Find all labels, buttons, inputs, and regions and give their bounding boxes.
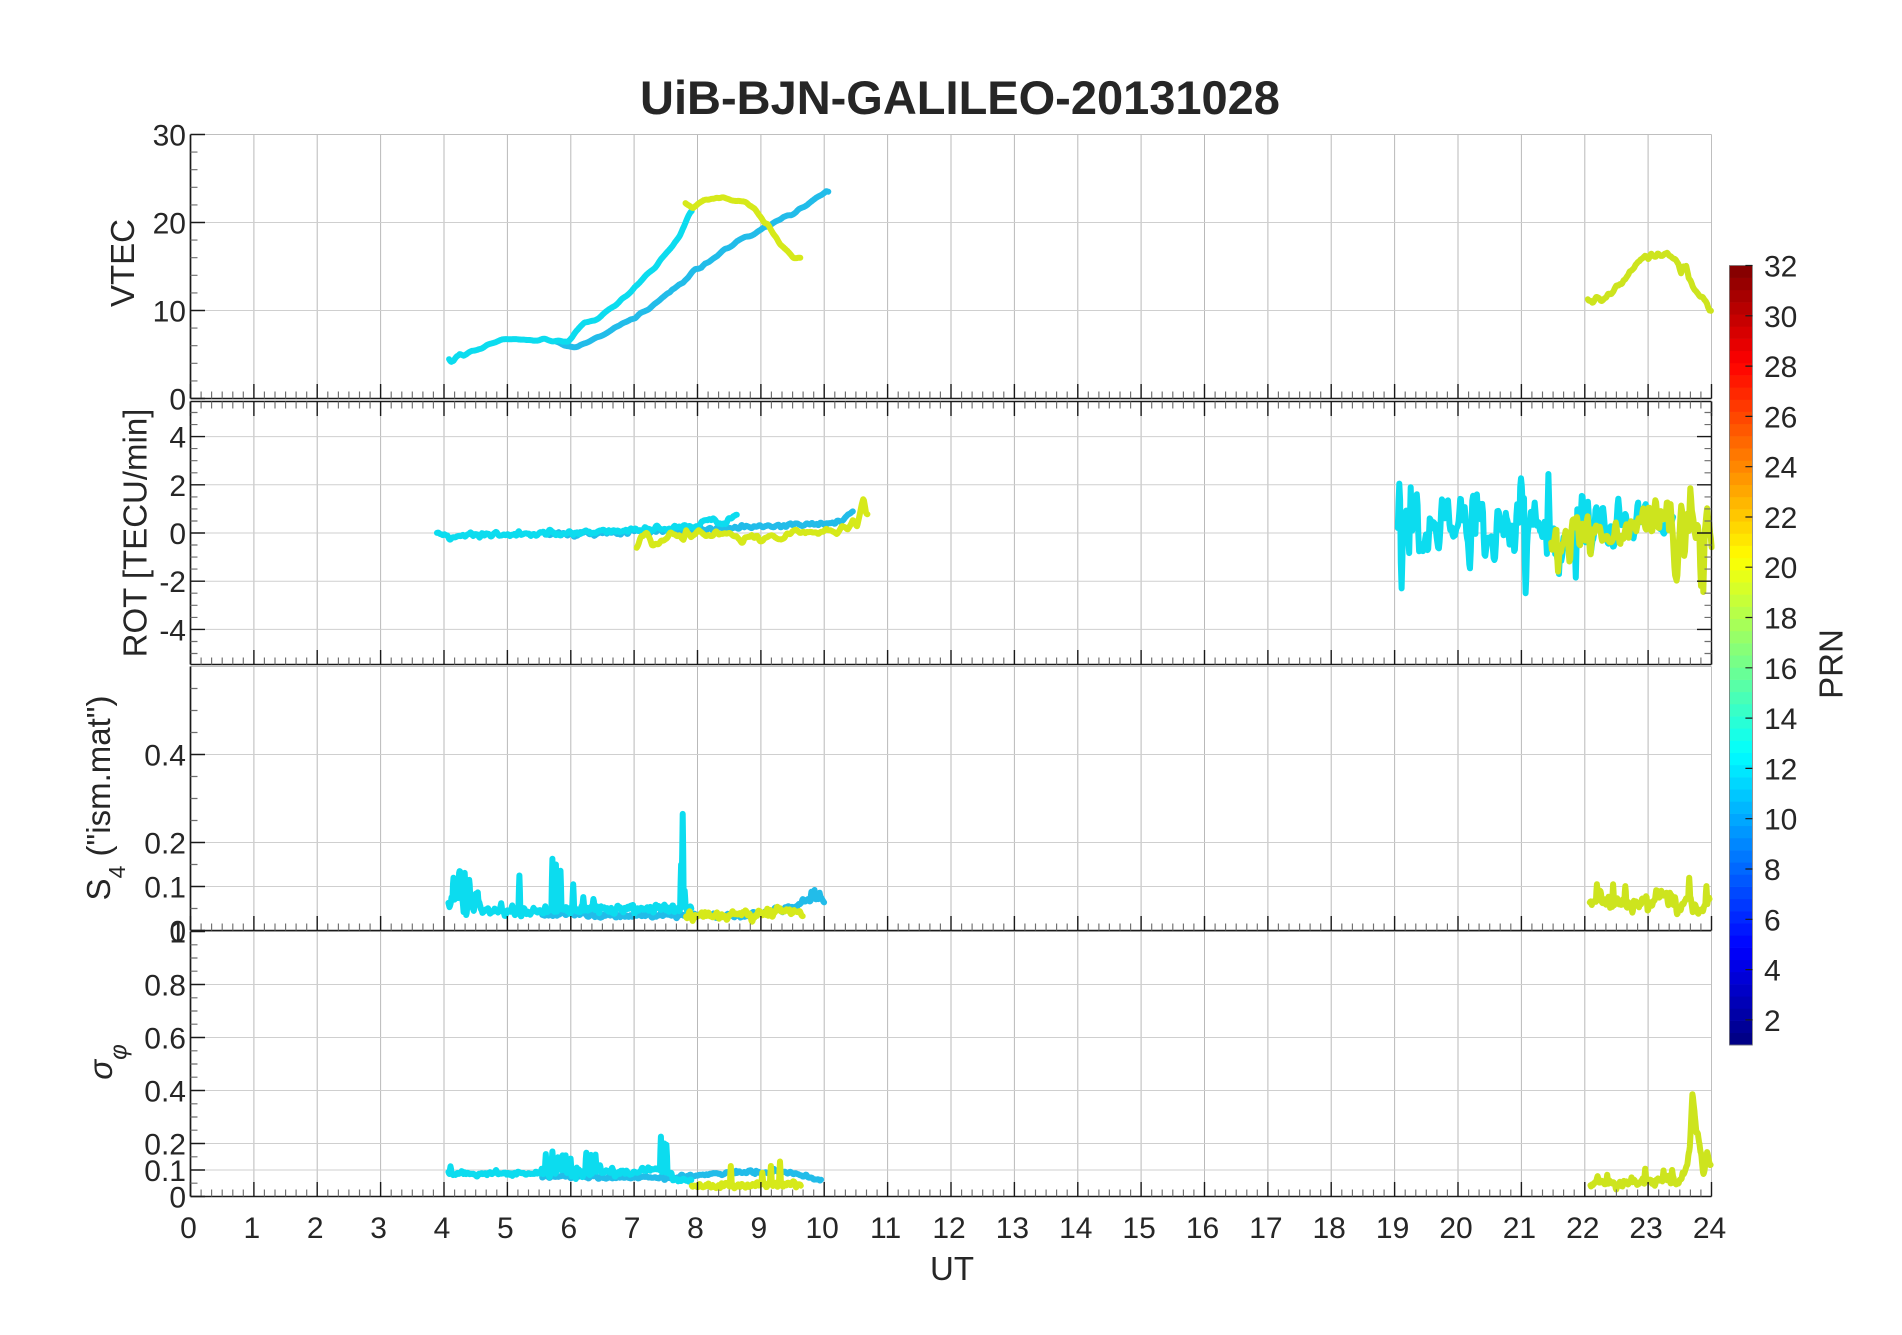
svg-text:0.8: 0.8 (144, 970, 186, 1003)
svg-text:0.2: 0.2 (144, 1129, 186, 1162)
svg-text:0: 0 (169, 1182, 186, 1215)
svg-text:10: 10 (806, 1212, 839, 1245)
svg-text:26: 26 (1764, 401, 1797, 434)
svg-text:16: 16 (1186, 1212, 1219, 1245)
svg-text:22: 22 (1764, 502, 1797, 535)
svg-text:10: 10 (153, 296, 186, 329)
svg-text:0: 0 (169, 518, 186, 551)
svg-text:28: 28 (1764, 351, 1797, 384)
svg-text:20: 20 (1439, 1212, 1472, 1245)
svg-text:6: 6 (560, 1212, 577, 1245)
svg-text:7: 7 (624, 1212, 641, 1245)
svg-text:1: 1 (169, 917, 186, 950)
svg-text:0.1: 0.1 (144, 872, 186, 905)
svg-text:2: 2 (169, 470, 186, 503)
svg-text:18: 18 (1313, 1212, 1346, 1245)
svg-text:30: 30 (1764, 301, 1797, 334)
svg-text:12: 12 (932, 1212, 965, 1245)
svg-text:3: 3 (370, 1212, 387, 1245)
svg-text:-2: -2 (159, 566, 186, 599)
svg-text:15: 15 (1122, 1212, 1155, 1245)
svg-text:4: 4 (434, 1212, 451, 1245)
svg-text:19: 19 (1376, 1212, 1409, 1245)
svg-text:22: 22 (1566, 1212, 1599, 1245)
svg-text:5: 5 (497, 1212, 514, 1245)
svg-text:0.1: 0.1 (144, 1155, 186, 1188)
svg-text:UiB-BJN-GALILEO-20131028: UiB-BJN-GALILEO-20131028 (640, 71, 1280, 124)
svg-text:0.2: 0.2 (144, 828, 186, 861)
svg-text:8: 8 (687, 1212, 704, 1245)
svg-text:-4: -4 (159, 614, 186, 647)
svg-text:0: 0 (169, 916, 186, 949)
svg-text:4: 4 (1764, 955, 1781, 988)
svg-text:0: 0 (180, 1212, 197, 1245)
svg-text:14: 14 (1059, 1212, 1092, 1245)
svg-text:32: 32 (1764, 251, 1797, 284)
svg-text:16: 16 (1764, 653, 1797, 686)
svg-text:0.4: 0.4 (144, 1076, 186, 1109)
svg-text:2: 2 (307, 1212, 324, 1245)
svg-text:14: 14 (1764, 703, 1797, 736)
svg-text:4: 4 (169, 422, 186, 455)
svg-text:ROT [TECU/min]: ROT [TECU/min] (117, 409, 154, 658)
svg-text:UT: UT (930, 1250, 974, 1287)
svg-text:10: 10 (1764, 804, 1797, 837)
svg-text:1: 1 (244, 1212, 261, 1245)
svg-text:24: 24 (1693, 1212, 1726, 1245)
svg-text:9: 9 (751, 1212, 768, 1245)
svg-text:24: 24 (1764, 452, 1797, 485)
svg-text:20: 20 (153, 208, 186, 241)
svg-text:PRN: PRN (1813, 629, 1850, 699)
svg-text:2: 2 (1764, 1005, 1781, 1038)
svg-text:18: 18 (1764, 603, 1797, 636)
svg-text:8: 8 (1764, 854, 1781, 887)
svg-text:23: 23 (1629, 1212, 1662, 1245)
svg-text:20: 20 (1764, 552, 1797, 585)
svg-text:6: 6 (1764, 904, 1781, 937)
svg-text:13: 13 (996, 1212, 1029, 1245)
svg-text:30: 30 (153, 120, 186, 153)
svg-text:0.6: 0.6 (144, 1023, 186, 1056)
svg-text:12: 12 (1764, 753, 1797, 786)
svg-text:17: 17 (1249, 1212, 1282, 1245)
svg-text:VTEC: VTEC (104, 219, 141, 307)
svg-text:0.4: 0.4 (144, 740, 186, 773)
svg-text:0: 0 (169, 384, 186, 417)
svg-text:21: 21 (1503, 1212, 1536, 1245)
svg-text:11: 11 (870, 1212, 901, 1245)
